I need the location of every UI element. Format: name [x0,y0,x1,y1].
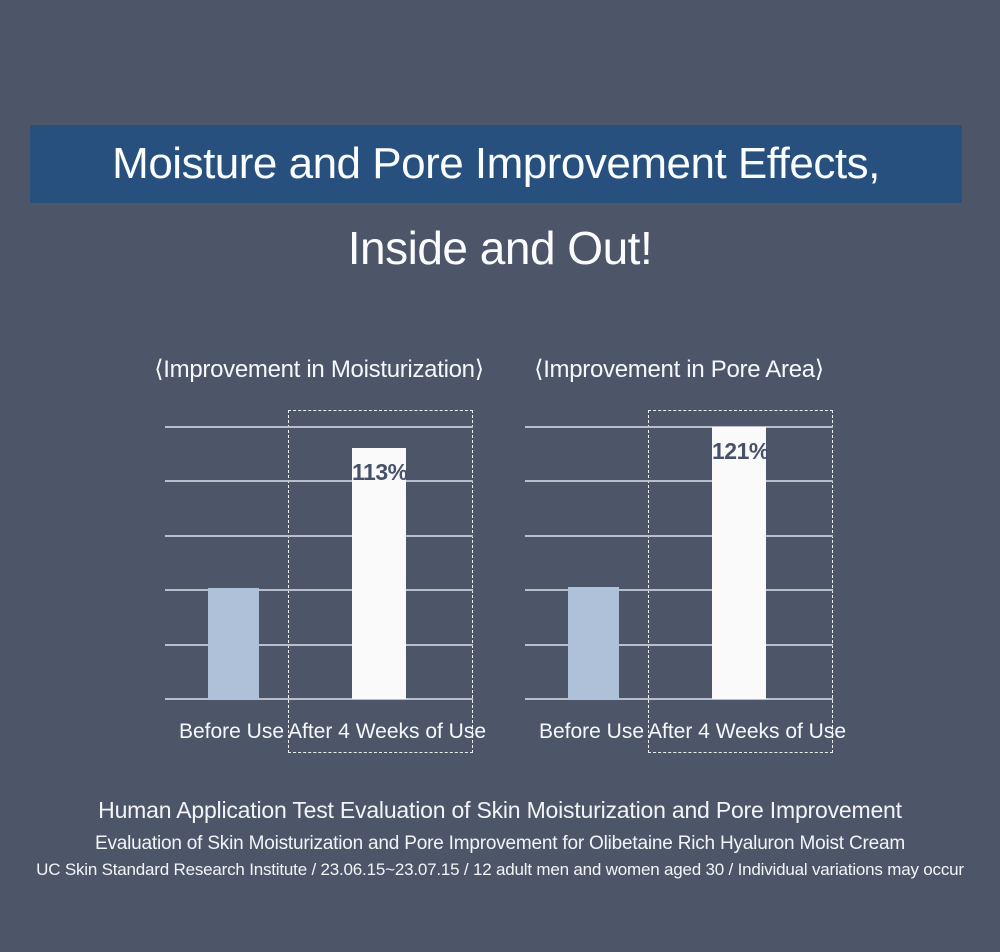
gridline [165,426,473,428]
value-label: 113% [352,459,408,485]
after-label: After 4 Weeks of Use [288,720,487,743]
chart-title: ⟨Improvement in Pore Area⟩ [534,356,824,383]
before-bar [568,587,619,699]
plot-area: 121% Before Use After 4 Weeks of Use [525,410,847,753]
after-bar: 113% [352,448,408,699]
gridline [165,480,473,483]
after-highlight-box [648,410,833,753]
before-bar [208,588,259,699]
after-label: After 4 Weeks of Use [648,720,847,743]
banner-title: Moisture and Pore Improvement Effects, [112,139,880,188]
banner: Moisture and Pore Improvement Effects, [30,125,962,203]
before-label: Before Use [178,720,285,743]
gridline [165,534,473,537]
after-bar: 121% [712,427,769,699]
footer-line-1: Human Application Test Evaluation of Ski… [98,797,902,823]
value-label: 121% [712,438,769,464]
gridline [525,643,833,646]
x-axis-labels: Before Use After 4 Weeks of Use [525,717,847,747]
gridline [165,643,473,646]
gridline [525,589,833,592]
gridline [525,534,833,537]
footer-line-2: Evaluation of Skin Moisturization and Po… [95,833,905,854]
before-label: Before Use [538,720,645,743]
footer-line-3: UC Skin Standard Research Institute / 23… [36,860,964,879]
gridline [165,698,473,700]
x-axis-labels: Before Use After 4 Weeks of Use [165,717,487,747]
gridline [525,480,833,483]
chart-pore-area: ⟨Improvement in Pore Area⟩ 121% Before U… [525,355,847,753]
plot-area: 113% Before Use After 4 Weeks of Use [165,410,487,753]
gridline [525,426,833,428]
chart-title: ⟨Improvement in Moisturization⟩ [154,356,484,383]
after-highlight-box [288,410,473,753]
gridline [525,698,833,700]
chart-moisturization: ⟨Improvement in Moisturization⟩ 113% Bef… [154,355,487,753]
gridline [165,589,473,592]
subtitle: Inside and Out! [347,222,653,274]
